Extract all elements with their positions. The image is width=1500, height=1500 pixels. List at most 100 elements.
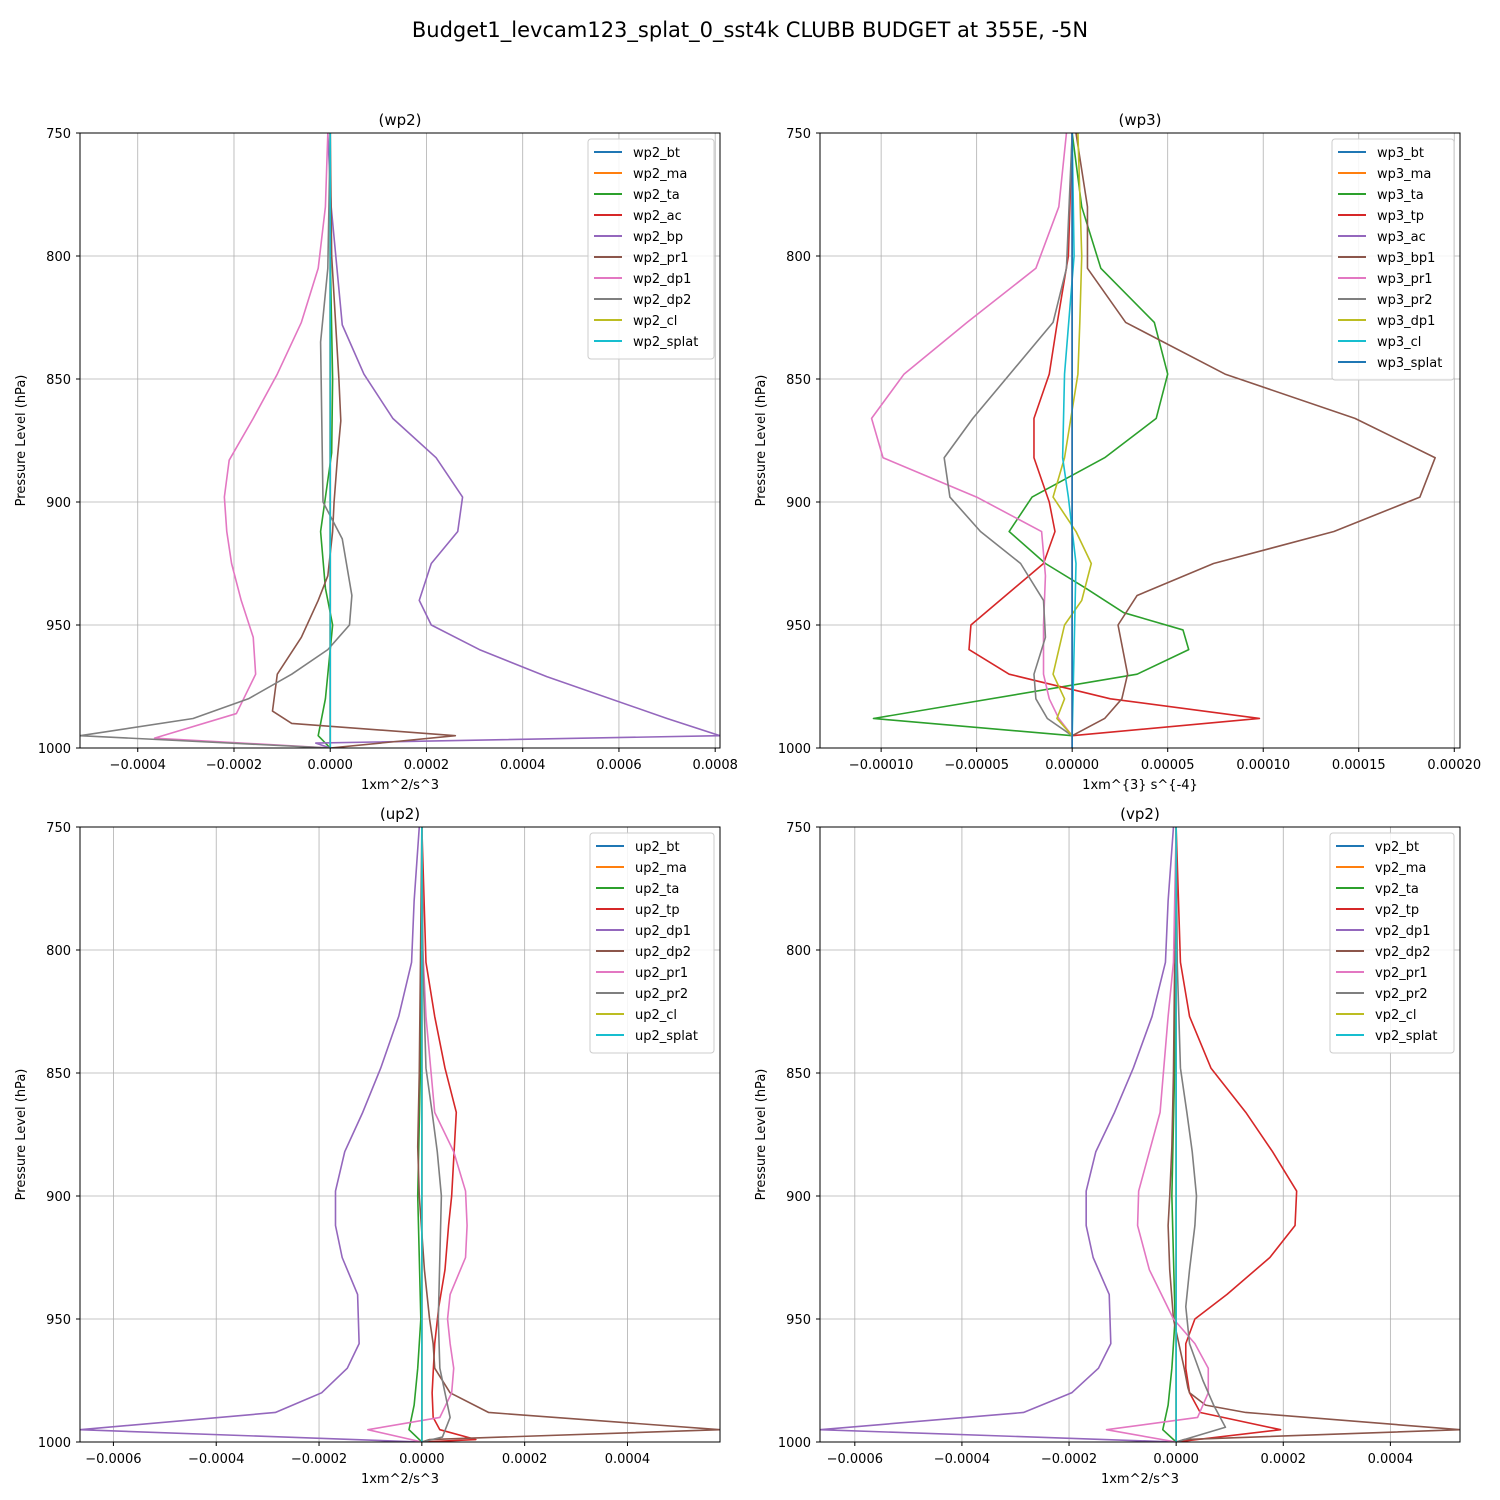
axes-frame [79,132,721,749]
x-tick-label: −0.0002 [206,758,262,773]
series-line-vp2_tp [1175,827,1298,1442]
y-tick-label: 800 [46,944,71,959]
x-tick-label: 0.0004 [1368,1452,1414,1467]
x-tick-label: −0.0006 [85,1452,141,1467]
legend-label-up2_splat: up2_splat [635,1029,698,1044]
x-axis: −0.0006 −0.0004 −0.0002 0.0000 0.0002 0.0004 [827,1442,1414,1467]
series-line-vp2_dp1 [820,827,1177,1442]
x-tick-label: −0.0006 [827,1452,883,1467]
x-axis-label: 1xm^2/s^3 [361,778,439,793]
legend: up2_bt up2_ma up2_ta up2_tp up2_dp1 up2_dp2up… [589,832,715,1054]
x-tick-label: 0.0008 [692,758,738,773]
y-tick-label: 800 [46,250,71,265]
x-tick-label: 0.0004 [500,758,546,773]
y-tick-label: 950 [46,619,71,634]
series-line-wp3_cl [1061,133,1077,736]
y-tick-label: 900 [46,496,71,511]
legend-label-wp3_tp: wp3_tp [1377,209,1424,224]
legend-label-vp2_pr2: vp2_pr2 [1375,987,1428,1002]
x-axis-label: 1xm^2/s^3 [1101,1472,1179,1487]
y-axis-label: Pressure Level (hPa) [754,375,769,507]
legend-label-wp3_ta: wp3_ta [1377,188,1424,203]
y-tick-label: 750 [46,127,71,142]
y-tick-label: 850 [46,1067,71,1082]
x-tick-label: −0.00005 [944,758,1009,773]
subplot-2: −0.00010 −0.00005 0.00000 0.00005 0.00010 0.0… [754,111,1481,793]
legend-label-wp3_bp1: wp3_bp1 [1377,251,1435,266]
legend-label-wp2_ac: wp2_ac [633,209,682,224]
x-tick-label: −0.0002 [291,1452,347,1467]
x-tick-label: 0.0002 [404,758,450,773]
x-axis: −0.00010 −0.00005 0.00000 0.00005 0.00010 0.0… [849,748,1481,773]
legend-label-wp3_ma: wp3_ma [1377,167,1431,182]
y-tick-label: 1000 [38,1436,71,1451]
x-tick-label: 0.0002 [1261,1452,1307,1467]
legend-label-up2_dp2: up2_dp2 [635,945,691,960]
series-line-wp3_pr1 [870,133,1073,737]
y-tick-label: 850 [46,373,71,388]
legend: wp3_bt wp3_ma wp3_ta wp3_tp wp3_ac wp3_bp1 wp3… [1331,138,1455,381]
series-line-up2_pr1 [367,827,468,1442]
legend-label-wp2_ma: wp2_ma [633,167,687,182]
series-lines [80,827,720,1442]
legend-label-wp2_ta: wp2_ta [633,188,680,203]
subplot-title: (wp3) [1118,111,1161,129]
legend-label-up2_bt: up2_bt [635,840,680,855]
x-tick-label: −0.0004 [110,758,166,773]
y-tick-label: 900 [786,496,811,511]
legend-label-wp3_dp1: wp3_dp1 [1377,314,1435,329]
legend-label-vp2_ma: vp2_ma [1375,861,1426,876]
y-tick-label: 900 [46,1190,71,1205]
legend-label-wp2_dp2: wp2_dp2 [633,293,691,308]
legend-label-wp3_bt: wp3_bt [1377,146,1424,161]
x-tick-label: 0.00015 [1332,758,1386,773]
subplot-grid: −0.0004 −0.0002 0.0000 0.0002 0.0004 0.0006 0.… [14,111,1481,1487]
subplot-title: (up2) [380,805,420,823]
subplot-title: (wp2) [378,111,421,129]
legend-label-up2_cl: up2_cl [635,1008,677,1023]
legend-label-up2_pr2: up2_pr2 [635,987,688,1002]
legend-label-wp2_pr1: wp2_pr1 [633,251,689,266]
series-lines [870,133,1436,748]
x-tick-label: 0.0000 [1153,1452,1199,1467]
x-tick-label: 0.0000 [399,1452,445,1467]
series-line-wp2_dp1 [153,133,331,748]
series-line-wp3_dp1 [1052,133,1093,737]
series-line-vp2_dp2 [1167,827,1460,1442]
figure-title: Budget1_levcam123_splat_0_sst4k CLUBB BU… [412,18,1088,43]
legend-label-up2_tp: up2_tp [635,903,680,918]
y-tick-label: 850 [786,373,811,388]
series-line-up2_tp [421,827,477,1442]
x-tick-label: 0.00000 [1045,758,1099,773]
y-tick-label: 750 [786,127,811,142]
series-lines [80,133,720,748]
x-axis: −0.0004 −0.0002 0.0000 0.0002 0.0004 0.0006 0.… [110,748,738,773]
series-line-wp3_bp1 [1071,133,1436,737]
x-tick-label: 0.0000 [307,758,353,773]
x-axis-label: 1xm^{3} s^{-4} [1082,778,1198,793]
x-tick-label: −0.0004 [934,1452,990,1467]
y-tick-label: 1000 [38,742,71,757]
series-line-vp2_ta [1161,827,1177,1442]
series-line-wp2_dp2 [80,133,353,748]
y-axis-label: Pressure Level (hPa) [14,375,29,507]
legend-label-vp2_dp2: vp2_dp2 [1375,945,1431,960]
axes-frame [819,826,1461,1443]
legend-label-wp2_cl: wp2_cl [633,314,677,329]
legend-label-wp3_ac: wp3_ac [1377,230,1426,245]
y-tick-label: 950 [46,1313,71,1328]
legend-label-wp3_pr1: wp3_pr1 [1377,272,1433,287]
legend-label-wp2_dp1: wp2_dp1 [633,272,691,287]
series-line-up2_dp2 [416,827,720,1442]
legend-label-vp2_pr1: vp2_pr1 [1375,966,1428,981]
legend-label-wp3_pr2: wp3_pr2 [1377,293,1433,308]
legend-label-vp2_cl: vp2_cl [1375,1008,1416,1023]
legend-label-wp2_bt: wp2_bt [633,146,680,161]
y-tick-label: 950 [786,619,811,634]
series-line-vp2_pr2 [1175,827,1227,1442]
x-tick-label: 0.00005 [1141,758,1195,773]
legend-label-wp2_splat: wp2_splat [633,335,698,350]
series-line-wp2_bp [314,133,720,748]
